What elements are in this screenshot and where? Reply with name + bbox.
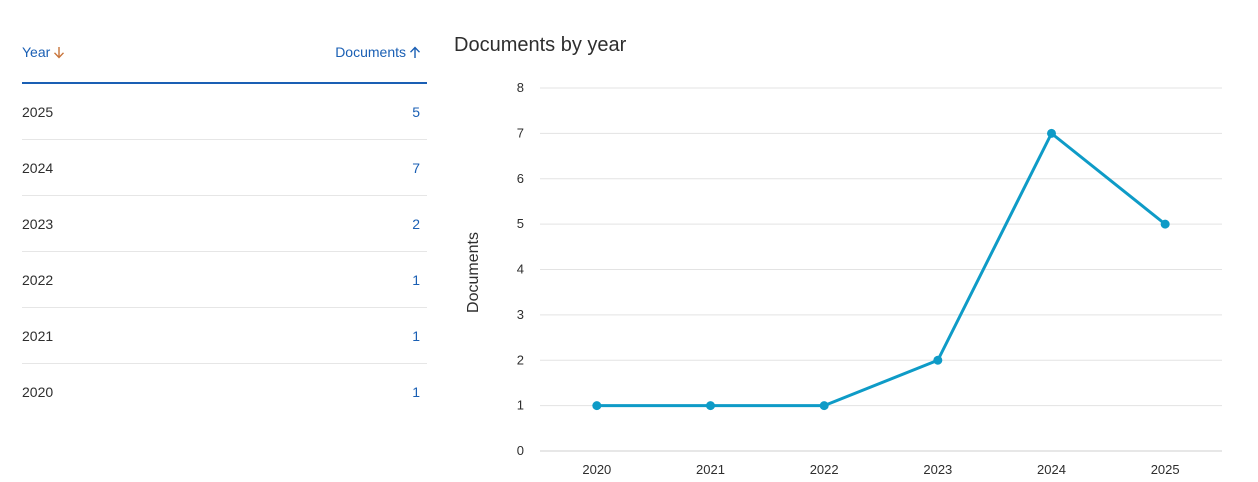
arrow-down-icon (53, 46, 65, 59)
y-axis-title: Documents (465, 232, 482, 313)
series-line (596, 131, 1167, 408)
chart-title: Documents by year (454, 34, 627, 56)
year-cell: 2023 (22, 216, 54, 232)
table-row: 2022 1 (22, 252, 427, 308)
documents-count-link[interactable]: 1 (412, 328, 420, 344)
data-point (933, 355, 943, 365)
y-tick-label: 1 (517, 398, 524, 413)
table-body: 2025 5 2024 7 2023 2 2022 1 2021 1 2020 … (22, 84, 427, 419)
year-cell: 2022 (22, 272, 54, 288)
documents-count-link[interactable]: 5 (412, 104, 420, 120)
data-point (1160, 219, 1170, 229)
table-row: 2021 1 (22, 308, 427, 364)
year-column-header[interactable]: Year (22, 44, 65, 60)
y-tick-label: 0 (517, 443, 524, 458)
y-tick-label: 6 (517, 171, 524, 186)
table-header: Year Documents (22, 36, 427, 84)
x-tick-label: 2020 (582, 462, 611, 477)
x-tick-label: 2024 (1037, 462, 1066, 477)
y-tick-label: 7 (517, 125, 524, 140)
y-tick-label: 3 (517, 307, 524, 322)
table-row: 2024 7 (22, 140, 427, 196)
table-row: 2020 1 (22, 364, 427, 419)
data-point (706, 401, 715, 411)
documents-column-header[interactable]: Documents (335, 44, 421, 60)
year-cell: 2025 (22, 104, 54, 120)
x-tick-label: 2021 (696, 462, 725, 477)
documents-table: Year Documents 2025 5 (22, 36, 427, 419)
line-chart: 0 1 2 3 4 5 6 7 8 2020 2021 2022 2023 2024 2025 Documen… (465, 80, 1222, 477)
data-point (592, 401, 602, 411)
documents-count-link[interactable]: 2 (412, 216, 420, 232)
documents-header-label: Documents (335, 44, 406, 60)
x-tick-label: 2025 (1151, 462, 1180, 477)
x-tick-label: 2022 (810, 462, 839, 477)
data-point (1047, 128, 1056, 138)
y-tick-label: 5 (517, 216, 524, 231)
year-header-label: Year (22, 44, 51, 60)
year-cell: 2021 (22, 328, 54, 344)
year-cell: 2024 (22, 160, 54, 176)
documents-count-link[interactable]: 1 (412, 272, 420, 288)
y-tick-label: 2 (517, 352, 524, 367)
y-tick-label: 4 (517, 262, 524, 277)
documents-count-link[interactable]: 7 (412, 160, 420, 176)
x-tick-label: 2023 (923, 462, 952, 477)
y-tick-label: 8 (517, 80, 524, 95)
table-row: 2025 5 (22, 84, 427, 140)
arrow-up-icon (409, 45, 421, 59)
year-cell: 2020 (22, 384, 54, 400)
table-row: 2023 2 (22, 196, 427, 252)
data-point (819, 401, 829, 411)
documents-count-link[interactable]: 1 (412, 384, 420, 400)
